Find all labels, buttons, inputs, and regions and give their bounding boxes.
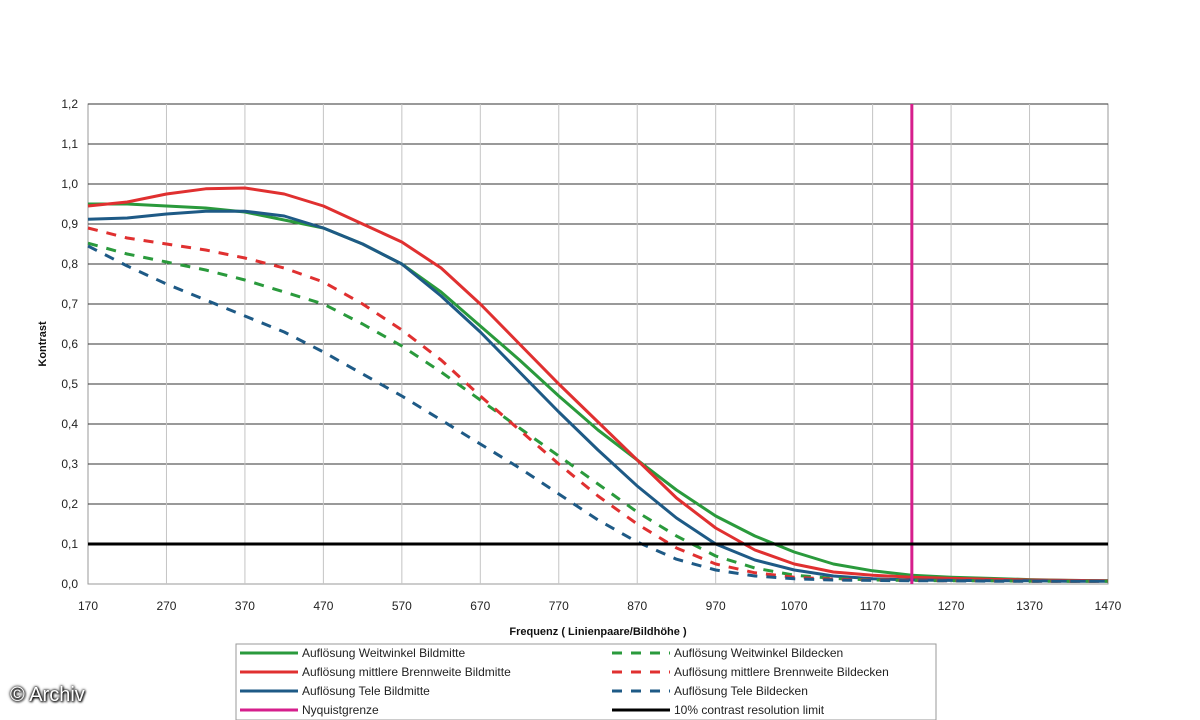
x-tick-labels: 170 270 370 470 570 670 770 870 970 1070 1170 1270 1… [78,599,1122,613]
x-axis-title: Frequenz ( Linienpaare/Bildhöhe ) [509,626,687,638]
y-tick-label: 1,1 [61,137,78,151]
legend-label: Nyquistgrenze [302,703,379,717]
y-tick-label: 0,9 [61,217,78,231]
y-tick-label: 0,7 [61,297,78,311]
y-tick-label: 0,2 [61,497,78,511]
y-tick-label: 0,4 [61,417,78,431]
x-tick-label: 1470 [1095,599,1122,613]
legend-label: Auflösung mittlere Brennweite Bildmitte [302,665,511,679]
y-axis-title: Kontrast [37,321,49,367]
x-tick-label: 170 [78,599,98,613]
x-tick-label: 1070 [781,599,808,613]
y-tick-labels: 0,0 0,1 0,2 0,3 0,4 0,5 0,6 0,7 0,8 0,9 1,0 1,1 1,2 [61,97,78,591]
x-tick-label: 670 [470,599,490,613]
x-tick-label: 1170 [860,599,886,613]
y-tick-label: 0,1 [61,537,78,551]
legend-label: Auflösung Weitwinkel Bildecken [674,646,843,660]
x-tick-label: 570 [392,599,412,613]
legend-box [235,643,937,720]
legend: Auflösung Weitwinkel Bildmitte Auflösung … [240,646,889,717]
x-tick-label: 470 [313,599,333,613]
y-tick-label: 0,3 [61,457,78,471]
x-tick-label: 870 [627,599,647,613]
y-tick-label: 1,0 [61,177,78,191]
series-layer [87,186,1109,583]
legend-label: Auflösung Tele Bildecken [674,684,808,698]
y-tick-label: 0,0 [61,577,78,591]
y-tick-label: 0,8 [61,257,78,271]
series-line-aufl-sung-mittlere-brennweite-bildmitte [87,186,1109,583]
x-tick-label: 770 [549,599,569,613]
y-tick-label: 0,6 [61,337,78,351]
x-tick-label: 1370 [1016,599,1043,613]
x-tick-label: 370 [235,599,255,613]
legend-label: Auflösung Tele Bildmitte [302,684,430,698]
reference-lines [88,104,1108,584]
series-line-aufl-sung-tele-bildecken [87,244,1108,583]
y-tick-label: 1,2 [61,97,78,111]
y-tick-label: 0,5 [61,377,78,391]
x-tick-label: 970 [706,599,726,613]
legend-label: 10% contrast resolution limit [674,703,825,717]
legend-label: Auflösung Weitwinkel Bildmitte [302,646,466,660]
archive-watermark: © Archiv [10,684,85,706]
x-tick-label: 270 [156,599,176,613]
legend-label: Auflösung mittlere Brennweite Bildecken [674,665,889,679]
x-tick-label: 1270 [938,599,965,613]
